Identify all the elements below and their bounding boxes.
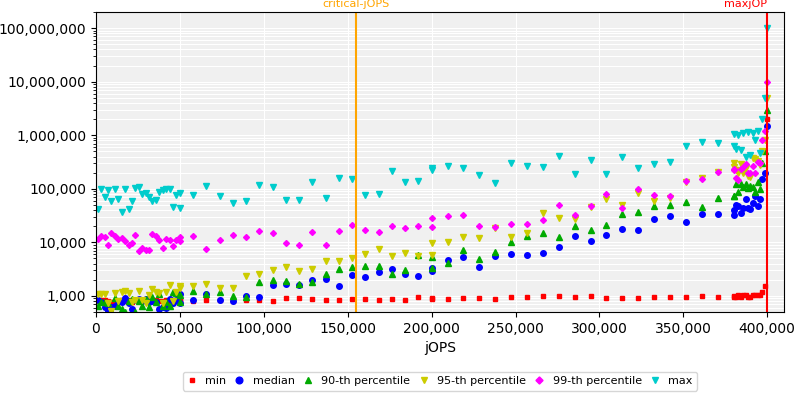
median bbox=[586, 238, 595, 243]
median bbox=[538, 251, 548, 256]
95-th percentile bbox=[538, 211, 548, 216]
Line: 99-th percentile: 99-th percentile bbox=[95, 80, 770, 253]
min bbox=[762, 117, 772, 122]
Line: max: max bbox=[95, 25, 770, 215]
min bbox=[743, 294, 753, 299]
99-th percentile bbox=[586, 204, 595, 209]
max bbox=[743, 130, 753, 135]
90-th percentile bbox=[586, 228, 595, 232]
95-th percentile bbox=[106, 309, 116, 314]
90-th percentile bbox=[120, 309, 130, 314]
95-th percentile bbox=[321, 259, 330, 264]
99-th percentile bbox=[743, 170, 753, 175]
max bbox=[538, 165, 548, 170]
99-th percentile bbox=[321, 242, 330, 247]
max bbox=[586, 158, 595, 163]
Line: 90-th percentile: 90-th percentile bbox=[95, 107, 770, 314]
95-th percentile bbox=[586, 204, 595, 209]
Line: min: min bbox=[95, 117, 770, 304]
Text: maxjOP: maxjOP bbox=[724, 0, 767, 9]
95-th percentile bbox=[474, 236, 484, 240]
min bbox=[538, 294, 548, 299]
min bbox=[586, 294, 595, 298]
median bbox=[743, 206, 753, 210]
90-th percentile bbox=[743, 186, 753, 190]
max bbox=[474, 173, 484, 178]
95-th percentile bbox=[762, 95, 772, 100]
90-th percentile bbox=[762, 107, 772, 112]
median bbox=[474, 265, 484, 270]
99-th percentile bbox=[762, 79, 772, 84]
X-axis label: jOPS: jOPS bbox=[424, 341, 456, 355]
99-th percentile bbox=[134, 249, 143, 254]
90-th percentile bbox=[474, 256, 484, 261]
median bbox=[321, 277, 330, 282]
90-th percentile bbox=[321, 272, 330, 276]
min bbox=[93, 299, 102, 304]
median bbox=[490, 254, 500, 258]
max bbox=[490, 180, 500, 185]
min bbox=[114, 300, 123, 304]
min bbox=[321, 297, 330, 302]
99-th percentile bbox=[474, 224, 484, 228]
Text: critical-jOPS: critical-jOPS bbox=[322, 0, 390, 9]
min bbox=[490, 296, 500, 301]
max bbox=[117, 210, 126, 215]
median bbox=[103, 308, 113, 313]
Line: median: median bbox=[95, 123, 770, 314]
95-th percentile bbox=[490, 226, 500, 231]
99-th percentile bbox=[538, 217, 548, 222]
median bbox=[762, 123, 772, 128]
99-th percentile bbox=[93, 237, 102, 242]
Legend: min, median, 90-th percentile, 95-th percentile, 99-th percentile, max: min, median, 90-th percentile, 95-th per… bbox=[182, 372, 698, 390]
Line: 95-th percentile: 95-th percentile bbox=[95, 95, 770, 314]
max bbox=[321, 196, 330, 201]
min bbox=[474, 296, 484, 300]
max bbox=[762, 26, 772, 30]
90-th percentile bbox=[93, 304, 102, 309]
99-th percentile bbox=[490, 225, 500, 230]
90-th percentile bbox=[490, 250, 500, 254]
max bbox=[93, 206, 102, 211]
95-th percentile bbox=[743, 174, 753, 179]
90-th percentile bbox=[538, 231, 548, 236]
median bbox=[93, 297, 102, 302]
95-th percentile bbox=[93, 292, 102, 296]
